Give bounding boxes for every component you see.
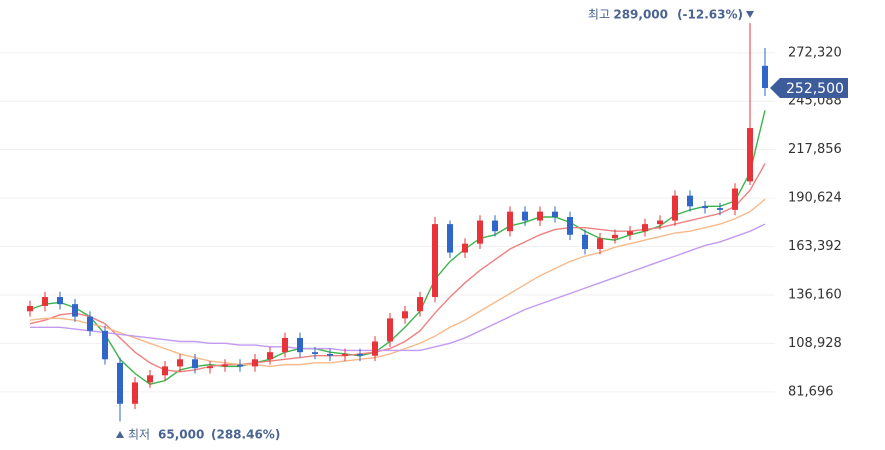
candle-body xyxy=(357,353,363,356)
candle-body xyxy=(762,65,768,89)
candle-body xyxy=(447,224,453,253)
y-tick-label: 108,928 xyxy=(788,336,842,351)
candle-body xyxy=(162,366,168,376)
candle-body xyxy=(507,211,513,232)
max-value: 289,000 xyxy=(613,8,668,22)
y-tick-label: 190,624 xyxy=(788,191,842,206)
candle-body xyxy=(222,364,228,367)
candle-body xyxy=(612,234,618,239)
candle-body xyxy=(477,220,483,244)
axis: 81,696 108,928 136,160 163,392 190,624 217,85… xyxy=(116,8,848,442)
candle-body xyxy=(732,188,738,210)
candle-body xyxy=(297,337,303,353)
candle-body xyxy=(537,211,543,221)
grid xyxy=(0,52,775,393)
candle-body xyxy=(687,195,693,207)
candle-body xyxy=(177,359,183,367)
candle-body xyxy=(492,220,498,232)
candle-body xyxy=(132,382,138,404)
price-tag xyxy=(770,78,848,99)
candle-body xyxy=(717,208,723,210)
max-label: 최고 xyxy=(588,8,610,22)
candle-body xyxy=(147,375,153,383)
candle-body xyxy=(402,311,408,319)
candle-body xyxy=(267,352,273,360)
candle-body xyxy=(462,243,468,253)
min-change: (288.46%) xyxy=(211,428,280,442)
candle-body xyxy=(42,297,48,306)
y-tick-label: 163,392 xyxy=(788,239,842,254)
candles xyxy=(27,23,768,422)
candle-body xyxy=(342,353,348,356)
min-marker xyxy=(116,431,124,438)
candle-body xyxy=(252,359,258,367)
max-change: (-12.63%) xyxy=(677,8,743,22)
price-tag-label: 252,500 xyxy=(786,81,844,97)
candle-body xyxy=(282,337,288,353)
candle-body xyxy=(312,352,318,354)
candle-body xyxy=(432,224,438,298)
candle-body xyxy=(597,238,603,250)
candle-body xyxy=(627,231,633,235)
ma-line xyxy=(29,198,766,368)
ma-line xyxy=(30,223,766,352)
candle-body xyxy=(567,216,573,235)
min-value: 65,000 xyxy=(158,428,204,442)
candle-body xyxy=(642,224,648,232)
candle-body xyxy=(582,234,588,250)
y-tick-label: 136,160 xyxy=(788,287,842,302)
y-tick-label: 81,696 xyxy=(788,384,834,399)
candle-body xyxy=(417,297,423,312)
y-tick-label: 272,320 xyxy=(788,45,842,60)
min-label: 최저 xyxy=(128,428,150,442)
candle-body xyxy=(387,318,393,342)
candle-body xyxy=(72,304,78,317)
candle-body xyxy=(672,195,678,221)
candle-body xyxy=(87,316,93,331)
max-marker xyxy=(746,11,754,18)
candle-body xyxy=(192,359,198,369)
candle-body xyxy=(237,364,243,367)
candle-body xyxy=(207,366,213,369)
ma-line xyxy=(29,110,766,385)
candle-body xyxy=(702,206,708,209)
candle-body xyxy=(372,341,378,356)
candle-body xyxy=(747,128,753,182)
candle-body xyxy=(657,220,663,225)
candle-body xyxy=(522,211,528,221)
candle-body xyxy=(27,305,33,312)
candle-body xyxy=(57,297,63,305)
candle-body xyxy=(117,362,123,404)
candle-body xyxy=(552,211,558,217)
candle-body xyxy=(327,353,333,356)
candle-body xyxy=(102,330,108,360)
y-tick-label: 217,856 xyxy=(788,142,842,157)
